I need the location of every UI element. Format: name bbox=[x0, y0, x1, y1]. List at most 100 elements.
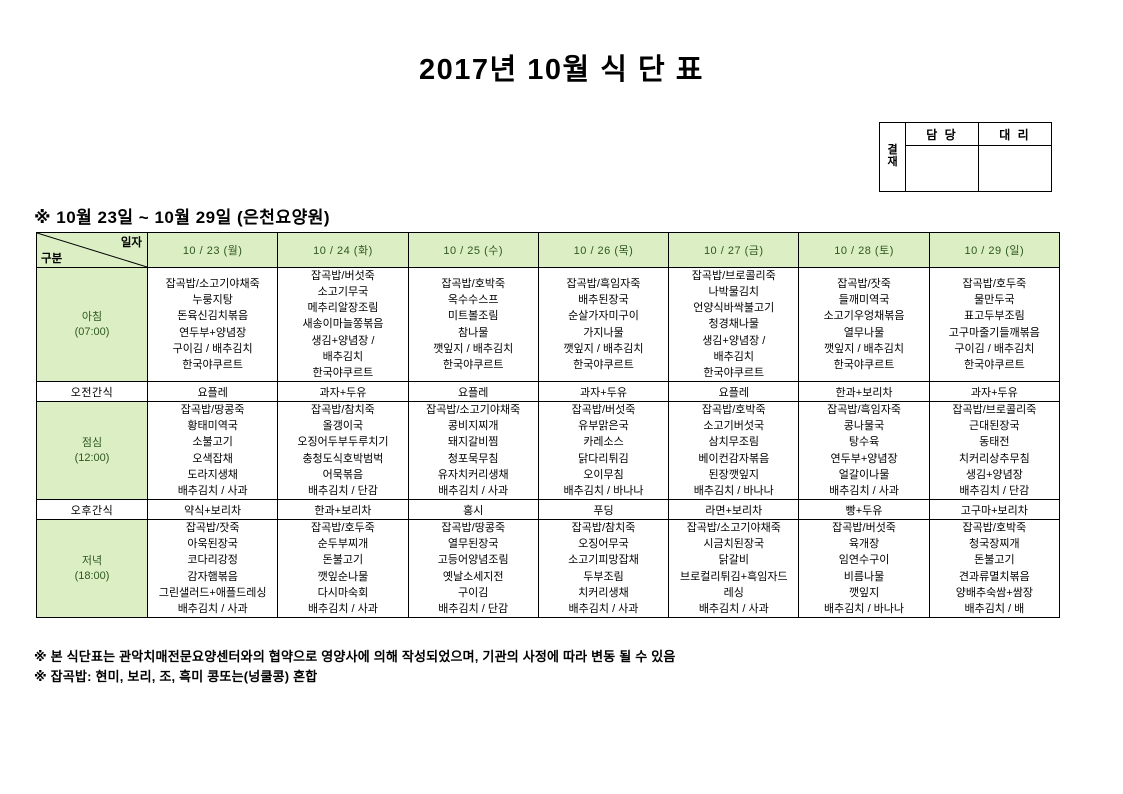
menu-item: 소고기피망잡채 bbox=[568, 554, 639, 567]
meal-cell: 잡곡밥/호박죽 옥수수스프 미트볼조림 참나물 깻잎지 / 배추김치 한국야쿠르트 bbox=[407, 266, 539, 383]
menu-item: 카레소스 bbox=[583, 436, 624, 449]
menu-item: 한국야쿠르트 bbox=[312, 366, 374, 379]
menu-item: 깻잎지 / 배추김치 bbox=[824, 342, 905, 355]
menu-item: 견과류멸치볶음 bbox=[958, 570, 1030, 583]
meal-cell: 잡곡밥/땅콩죽 황태미역국 소불고기 오색잡채 도라지생채 배추김치 / 사과 bbox=[146, 401, 279, 501]
menu-item: 가지나물 bbox=[583, 326, 624, 339]
page-title: 2017년 10월 식 단 표 bbox=[419, 54, 704, 86]
menu-item: 청국장찌개 bbox=[969, 538, 1020, 551]
menu-item: 잡곡밥/호박죽 bbox=[441, 278, 506, 291]
date-header-5: 10 / 28 (토) bbox=[798, 232, 930, 268]
menu-item: 두부조림 bbox=[583, 570, 624, 583]
footnote-0: ※ 본 식단표는 관악치매전문요양센터와의 협약으로 영양사에 의해 작성되었으… bbox=[34, 649, 676, 664]
menu-item: 비름나물 bbox=[843, 570, 885, 583]
menu-item: 오징어두부두루치기 bbox=[297, 436, 389, 449]
menu-item: 배추김치 / 단감 bbox=[307, 484, 378, 497]
menu-item: 어묵볶음 bbox=[322, 468, 364, 481]
meal-row-label-name: 저녁 bbox=[81, 554, 103, 567]
menu-item: 오색잡채 bbox=[192, 452, 233, 465]
menu-item: 메추리알장조림 bbox=[307, 302, 379, 315]
approval-column-header-daeri: 대 리 bbox=[979, 123, 1051, 146]
menu-item: 누룽지탕 bbox=[192, 294, 233, 307]
meal-cell: 잡곡밥/호두죽 물만두국 표고두부조림 고구마줄기들깨볶음 구이김 / 배추김치 한국야쿠… bbox=[928, 266, 1061, 383]
corner-header-cell: 일자 구분 bbox=[36, 232, 148, 268]
meal-plan-table: 일자 구분 10 / 23 (월) 10 / 24 (화) 10 / 25 (수… bbox=[36, 232, 1061, 618]
approval-label-char-1: 결 bbox=[887, 144, 898, 157]
menu-item: 구이김 bbox=[458, 586, 489, 599]
date-range-subtitle: ※ 10월 23일 ~ 10월 29일 (은천요양원) bbox=[34, 208, 331, 227]
date-header-3: 10 / 26 (목) bbox=[537, 232, 670, 268]
menu-item: 한국야쿠르트 bbox=[573, 358, 634, 371]
snack-cell: 요플레 bbox=[407, 381, 539, 403]
approval-column-header-damdang: 담 당 bbox=[906, 123, 978, 146]
menu-item: 잡곡밥/버섯죽 bbox=[571, 404, 636, 417]
table-row: 오후간식 약식+보리차 한과+보리차 홍시 푸딩 라면+보리차 빵+두유 고구마+보리차 bbox=[36, 499, 1061, 521]
menu-item: 다시마숙회 bbox=[317, 586, 369, 599]
menu-item: 치커리상추무침 bbox=[958, 452, 1030, 465]
menu-item: 언양식바싹불고기 bbox=[693, 302, 775, 315]
corner-label-date: 일자 bbox=[120, 237, 142, 249]
menu-item: 생김+양념장 bbox=[965, 468, 1023, 481]
menu-item: 유부맑은국 bbox=[578, 420, 629, 433]
menu-item: 미트볼조림 bbox=[447, 310, 499, 323]
meal-cell: 잡곡밥/브로콜리죽 나박물김치 언양식바싹불고기 청경채나물 생김+양념장 / 배추김치 한… bbox=[668, 266, 800, 383]
snack-cell: 과자+두유 bbox=[277, 381, 409, 403]
menu-item: 잡곡밥/호박죽 bbox=[962, 522, 1027, 535]
meal-cell: 잡곡밥/땅콩죽 열무된장국 고등어양념조림 옛날소세지전 구이김 배추김치 / 단감 bbox=[407, 519, 539, 618]
menu-item: 된장깻잎지 bbox=[708, 468, 760, 481]
menu-item: 배추김치 / 단감 bbox=[438, 602, 509, 615]
menu-item: 한국야쿠르트 bbox=[703, 366, 765, 379]
meal-row-label-time: (18:00) bbox=[74, 569, 110, 582]
snack-cell: 홍시 bbox=[407, 499, 539, 521]
menu-item: 치커리생채 bbox=[578, 586, 629, 599]
meal-cell: 잡곡밥/흑임자죽 콩나물국 탕수육 연두부+양념장 얼갈이나물 배추김치 / 사과 bbox=[798, 401, 930, 501]
menu-item: 배추김치 / 사과 bbox=[438, 484, 509, 497]
menu-item: 연두부+양념장 bbox=[830, 452, 898, 465]
menu-item: 닭갈비 bbox=[718, 554, 749, 567]
menu-item: 소고기우엉채볶음 bbox=[823, 310, 905, 323]
menu-item: 배추김치 / 사과 bbox=[568, 602, 639, 615]
snack-cell: 과자+두유 bbox=[928, 381, 1061, 403]
diagonal-divider-icon bbox=[37, 233, 147, 267]
menu-item: 충청도식호박범벅 bbox=[302, 452, 384, 465]
approval-columns: 담 당 대 리 bbox=[906, 123, 1051, 191]
menu-item: 잡곡밥/소고기야채죽 bbox=[165, 278, 260, 291]
meal-cell: 잡곡밥/브로콜리죽 근대된장국 동태전 치커리상추무침 생김+양념장 배추김치 / 단감 bbox=[928, 401, 1061, 501]
menu-item: 잡곡밥/잣죽 bbox=[185, 522, 240, 535]
snack-cell: 라면+보리차 bbox=[668, 499, 800, 521]
meal-cell: 잡곡밥/호박죽 청국장찌개 돈불고기 견과류멸치볶음 양배추숙쌈+쌈장 배추김치 / 배 bbox=[928, 519, 1061, 618]
menu-item: 유자치커리생채 bbox=[437, 468, 509, 481]
meal-cell: 잡곡밥/잣죽 아욱된장국 코다리강정 감자햄볶음 그린샐러드+애플드레싱 배추김치 / 사… bbox=[146, 519, 279, 618]
menu-item: 잡곡밥/땅콩죽 bbox=[180, 404, 245, 417]
approval-label: 결 재 bbox=[880, 123, 906, 191]
meal-cell: 잡곡밥/소고기야채죽 누룽지탕 돈육신김치볶음 연두부+양념장 구이김 / 배추김치 한국… bbox=[146, 266, 279, 383]
menu-item: 시금치된장국 bbox=[703, 538, 765, 551]
menu-item: 한국야쿠르트 bbox=[442, 358, 504, 371]
snack-cell: 빵+두유 bbox=[798, 499, 930, 521]
menu-item: 한국야쿠르트 bbox=[963, 358, 1025, 371]
meal-cell: 잡곡밥/호박죽 소고기버섯국 삼치무조림 베이컨감자볶음 된장깻잎지 배추김치 / 바나나 bbox=[668, 401, 800, 501]
meal-row-label: 아침 (07:00) bbox=[36, 266, 148, 383]
menu-item: 배추김치 / 사과 bbox=[307, 602, 378, 615]
approval-column-daeri: 대 리 bbox=[978, 123, 1051, 191]
menu-item: 열무나물 bbox=[843, 326, 885, 339]
menu-item: 잡곡밥/버섯죽 bbox=[311, 270, 375, 282]
menu-item: 한국야쿠르트 bbox=[833, 358, 895, 371]
approval-signature-area-damdang[interactable] bbox=[906, 146, 978, 191]
table-row: 아침 (07:00) 잡곡밥/소고기야채죽 누룽지탕 돈육신김치볶음 연두부+양념장 구이김… bbox=[36, 266, 1061, 383]
approval-column-damdang: 담 당 bbox=[906, 123, 978, 191]
meal-cell: 잡곡밥/흑임자죽 배추된장국 순살가자미구이 가지나물 깻잎지 / 배추김치 한국야쿠르트 bbox=[537, 266, 670, 383]
table-header-row: 일자 구분 10 / 23 (월) 10 / 24 (화) 10 / 25 (수… bbox=[36, 232, 1061, 268]
menu-item: 순두부찌개 bbox=[317, 538, 369, 551]
snack-cell: 고구마+보리차 bbox=[928, 499, 1061, 521]
snack-cell: 과자+두유 bbox=[537, 381, 670, 403]
menu-item: 잡곡밥/땅콩죽 bbox=[441, 522, 506, 535]
menu-item: 올갱이국 bbox=[322, 420, 364, 433]
meal-row-label-name: 아침 bbox=[81, 310, 103, 323]
menu-item: 탕수육 bbox=[848, 436, 880, 449]
approval-signature-area-daeri[interactable] bbox=[979, 146, 1051, 191]
snack-cell: 요플레 bbox=[668, 381, 800, 403]
snack-cell: 푸딩 bbox=[537, 499, 670, 521]
menu-item: 새송이마늘쫑볶음 bbox=[302, 318, 384, 331]
menu-item: 고구마줄기들깨볶음 bbox=[948, 326, 1040, 339]
